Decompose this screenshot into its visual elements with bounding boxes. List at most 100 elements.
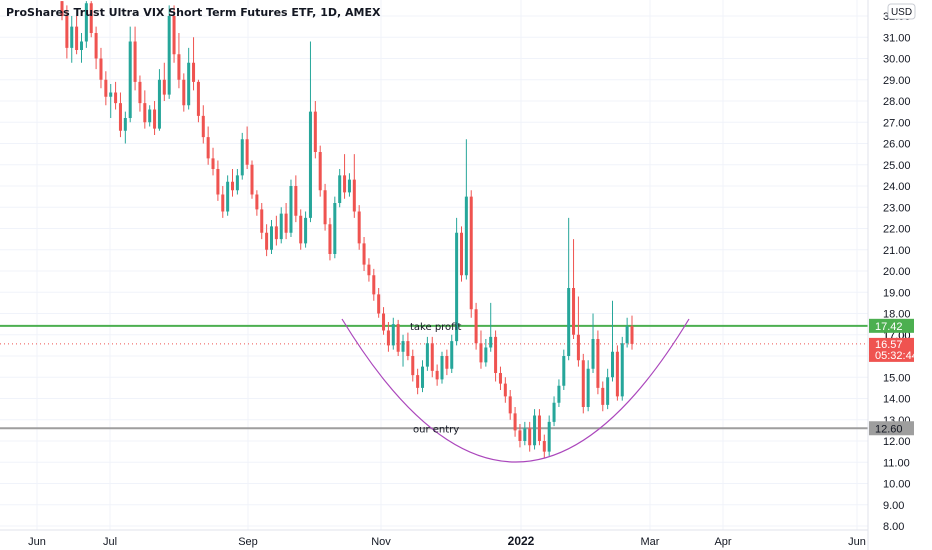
cup-curve[interactable] bbox=[341, 318, 690, 463]
candle-body[interactable] bbox=[143, 103, 147, 123]
candle-body[interactable] bbox=[172, 16, 176, 55]
candle-body[interactable] bbox=[94, 33, 98, 59]
candle-body[interactable] bbox=[308, 111, 312, 218]
candle-body[interactable] bbox=[255, 194, 259, 210]
candle-body[interactable] bbox=[401, 341, 405, 352]
candle-body[interactable] bbox=[455, 232, 459, 342]
candle-body[interactable] bbox=[484, 347, 488, 363]
candle-body[interactable] bbox=[562, 356, 566, 386]
candle-body[interactable] bbox=[523, 428, 527, 441]
candle-body[interactable] bbox=[591, 339, 595, 369]
candle-body[interactable] bbox=[352, 179, 356, 212]
candle-body[interactable] bbox=[547, 421, 551, 452]
candle-body[interactable] bbox=[533, 415, 537, 446]
candle-body[interactable] bbox=[581, 360, 585, 407]
candle-body[interactable] bbox=[489, 336, 493, 348]
candle-body[interactable] bbox=[75, 26, 79, 50]
candle-body[interactable] bbox=[274, 226, 278, 240]
candle-body[interactable] bbox=[114, 92, 118, 104]
candle-body[interactable] bbox=[128, 41, 132, 119]
candle-body[interactable] bbox=[450, 341, 454, 369]
candle-body[interactable] bbox=[84, 3, 88, 42]
candle-body[interactable] bbox=[576, 334, 580, 361]
candle-body[interactable] bbox=[323, 190, 327, 225]
candle-body[interactable] bbox=[445, 356, 449, 369]
candle-body[interactable] bbox=[367, 264, 371, 276]
candle-body[interactable] bbox=[464, 196, 468, 276]
candle-body[interactable] bbox=[567, 288, 571, 356]
candle-body[interactable] bbox=[192, 62, 196, 82]
candle-body[interactable] bbox=[459, 232, 463, 276]
candle-body[interactable] bbox=[396, 324, 400, 352]
candle-body[interactable] bbox=[265, 232, 269, 250]
candle-body[interactable] bbox=[411, 356, 415, 376]
candle-body[interactable] bbox=[382, 313, 386, 331]
candle-body[interactable] bbox=[250, 164, 254, 195]
candle-body[interactable] bbox=[118, 103, 122, 131]
candle-body[interactable] bbox=[206, 137, 210, 159]
candle-body[interactable] bbox=[586, 368, 590, 407]
candle-body[interactable] bbox=[494, 336, 498, 373]
candle-body[interactable] bbox=[235, 175, 239, 191]
candle-body[interactable] bbox=[294, 186, 298, 216]
candle-body[interactable] bbox=[109, 92, 113, 97]
candle-body[interactable] bbox=[357, 211, 361, 244]
candle-body[interactable] bbox=[70, 26, 74, 48]
candle-body[interactable] bbox=[211, 158, 215, 169]
cup-curve-path[interactable] bbox=[341, 318, 690, 463]
candle-body[interactable] bbox=[601, 387, 605, 405]
candle-body[interactable] bbox=[474, 309, 478, 344]
candle-body[interactable] bbox=[513, 413, 517, 431]
candle-body[interactable] bbox=[425, 343, 429, 367]
candle-body[interactable] bbox=[196, 81, 200, 116]
candle-body[interactable] bbox=[133, 41, 137, 82]
candle-body[interactable] bbox=[343, 175, 347, 193]
candle-body[interactable] bbox=[162, 79, 166, 95]
candle-body[interactable] bbox=[391, 324, 395, 346]
candle-body[interactable] bbox=[226, 181, 230, 212]
candle-body[interactable] bbox=[182, 79, 186, 106]
candle-body[interactable] bbox=[469, 196, 473, 310]
candle-body[interactable] bbox=[313, 111, 317, 152]
candle-body[interactable] bbox=[279, 213, 283, 240]
candle-body[interactable] bbox=[299, 215, 303, 244]
candle-body[interactable] bbox=[216, 169, 220, 195]
candle-body[interactable] bbox=[221, 194, 225, 212]
candle-body[interactable] bbox=[138, 81, 142, 104]
candle-body[interactable] bbox=[440, 356, 444, 380]
candle-body[interactable] bbox=[503, 383, 507, 397]
candle-body[interactable] bbox=[386, 330, 390, 346]
candle-body[interactable] bbox=[528, 428, 532, 446]
candle-body[interactable] bbox=[65, 16, 69, 48]
candle-body[interactable] bbox=[284, 213, 288, 233]
candle-body[interactable] bbox=[245, 139, 249, 165]
candle-body[interactable] bbox=[104, 79, 108, 97]
candle-body[interactable] bbox=[167, 16, 171, 95]
candle-body[interactable] bbox=[304, 217, 308, 244]
y-axis[interactable]: 32.0031.0030.0029.0028.0027.0026.0025.00… bbox=[867, 0, 918, 550]
candle-body[interactable] bbox=[148, 109, 152, 123]
candle-body[interactable] bbox=[406, 341, 410, 356]
candle-body[interactable] bbox=[479, 343, 483, 363]
candle-body[interactable] bbox=[372, 275, 376, 295]
candle-body[interactable] bbox=[498, 373, 502, 384]
candle-body[interactable] bbox=[630, 326, 634, 344]
candle-body[interactable] bbox=[430, 343, 434, 371]
candle-body[interactable] bbox=[60, 1, 64, 16]
candle-body[interactable] bbox=[328, 224, 332, 254]
candle-body[interactable] bbox=[201, 115, 205, 138]
candle-body[interactable] bbox=[377, 294, 381, 314]
candle-body[interactable] bbox=[318, 152, 322, 191]
candle-body[interactable] bbox=[79, 41, 83, 51]
candle-body[interactable] bbox=[615, 351, 619, 397]
candle-body[interactable] bbox=[362, 243, 366, 265]
candle-body[interactable] bbox=[552, 402, 556, 422]
candle-body[interactable] bbox=[347, 179, 351, 193]
candle-body[interactable] bbox=[518, 430, 522, 441]
candle-body[interactable] bbox=[157, 79, 161, 129]
candle-body[interactable] bbox=[508, 396, 512, 414]
candle-body[interactable] bbox=[99, 58, 103, 80]
x-axis[interactable]: Jun Jul Sep Nov 2022 Mar Apr Jun bbox=[0, 529, 868, 548]
candle-body[interactable] bbox=[289, 186, 293, 233]
candle-body[interactable] bbox=[416, 375, 420, 388]
